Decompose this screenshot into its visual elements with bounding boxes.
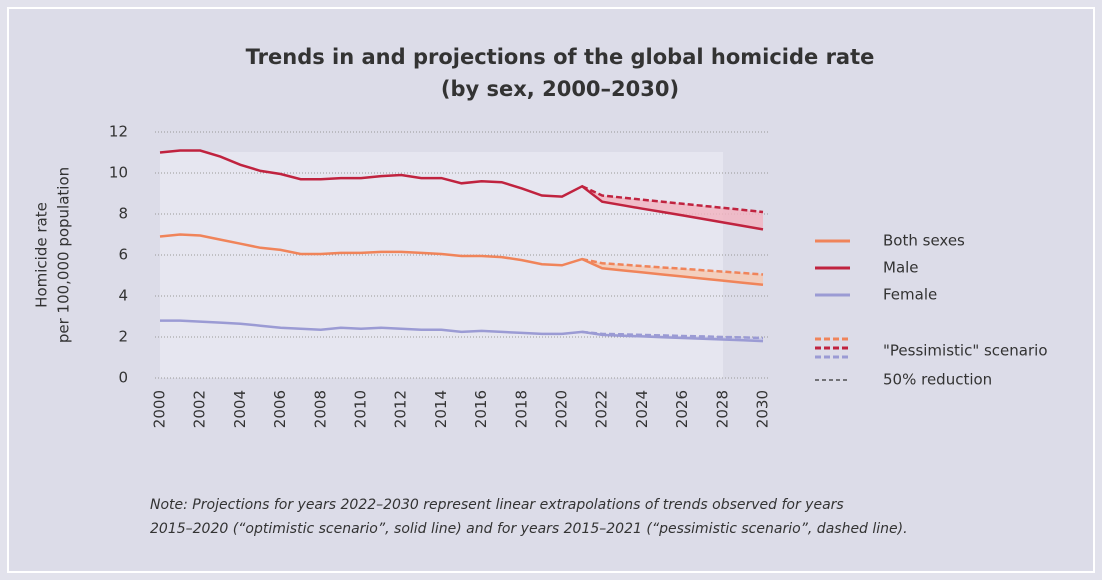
y-tick-label: 4 [118, 287, 128, 305]
x-tick-label: 2016 [472, 390, 490, 428]
legend-label: 50% reduction [883, 371, 992, 389]
series-line [159, 149, 764, 231]
legend-label: Both sexes [883, 232, 965, 250]
x-tick-label: 2010 [352, 390, 370, 428]
x-tick-label: 2008 [311, 390, 329, 428]
x-tick-label: 2018 [512, 390, 530, 428]
y-tick-label: 2 [118, 328, 128, 346]
series-line [159, 233, 764, 286]
scenario-band [582, 186, 763, 230]
note: 2015–2020 (“optimistic scenario”, solid … [150, 521, 908, 537]
pessimistic-line [581, 185, 764, 214]
chart-title: Trends in and projections of the global … [246, 45, 875, 69]
x-tick-label: 2028 [713, 390, 731, 428]
x-tick-label: 2012 [392, 390, 410, 428]
y-tick-label: 12 [109, 123, 128, 141]
y-tick-label: 8 [118, 205, 128, 223]
x-tick-label: 2004 [231, 390, 249, 428]
legend-label: Female [883, 286, 937, 304]
legend-label: Male [883, 259, 919, 277]
x-tick-label: 2030 [754, 390, 772, 428]
x-tick-label: 2000 [151, 390, 169, 428]
y-tick-label: 6 [118, 246, 128, 264]
legend-label: "Pessimistic" scenario [883, 342, 1048, 360]
pessimistic-line [581, 330, 764, 340]
x-tick-label: 2006 [271, 390, 289, 428]
x-tick-label: 2014 [432, 390, 450, 428]
series-line [160, 319, 764, 343]
y-axis-label: per 100,000 population [55, 167, 73, 343]
x-tick-label: 2002 [191, 390, 209, 428]
x-tick-label: 2020 [553, 390, 571, 428]
chart-title: (by sex, 2000–2030) [441, 77, 679, 101]
y-axis-label: Homicide rate [33, 202, 51, 308]
x-tick-label: 2026 [673, 390, 691, 428]
x-tick-label: 2024 [633, 390, 651, 428]
x-tick-label: 2022 [593, 390, 611, 428]
pessimistic-line [581, 257, 764, 276]
y-tick-label: 10 [109, 164, 128, 182]
note: Note: Projections for years 2022–2030 re… [150, 497, 844, 513]
y-tick-label: 0 [118, 369, 128, 387]
